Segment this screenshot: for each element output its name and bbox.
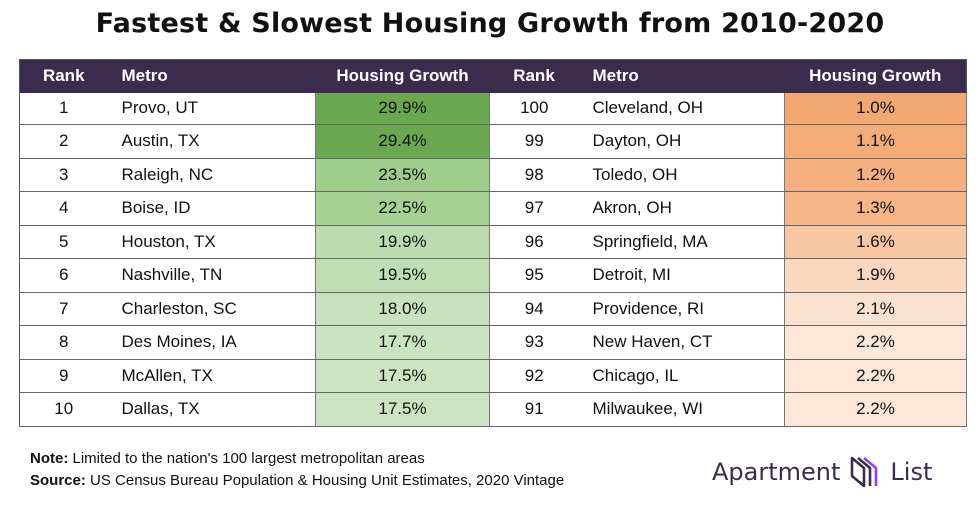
slowest-growth: 1.0%: [784, 92, 967, 125]
slowest-metro: Chicago, IL: [578, 359, 785, 393]
fastest-growth: 18.0%: [315, 292, 490, 326]
fastest-growth: 29.9%: [315, 92, 490, 125]
slowest-metro: Cleveland, OH: [578, 92, 785, 125]
slowest-rank: 95: [489, 258, 579, 293]
header-metro-slowest: Metro: [578, 59, 785, 93]
header-rank-slowest: Rank: [489, 59, 579, 93]
header-growth-fastest: Housing Growth: [315, 59, 490, 93]
slowest-metro: Providence, RI: [578, 292, 785, 326]
slowest-rank: 91: [489, 392, 579, 427]
fastest-growth: 17.5%: [315, 392, 490, 427]
fastest-metro: Dallas, TX: [107, 392, 316, 427]
slowest-rank: 92: [489, 359, 579, 393]
fastest-metro: Nashville, TN: [107, 258, 316, 293]
fastest-rank: 3: [19, 158, 108, 192]
table-header-row: Rank Metro Housing Growth Rank Metro Hou…: [19, 59, 967, 93]
slowest-growth: 1.2%: [784, 158, 967, 192]
slowest-growth: 1.1%: [784, 124, 967, 159]
slowest-metro: Toledo, OH: [578, 158, 785, 192]
fastest-rank: 6: [19, 258, 108, 293]
fastest-rank: 1: [19, 92, 108, 125]
slowest-growth: 1.9%: [784, 258, 967, 293]
table-row: 3 Raleigh, NC 23.5% 98 Toledo, OH 1.2%: [19, 158, 967, 192]
slowest-rank: 99: [489, 124, 579, 159]
slowest-growth: 2.2%: [784, 325, 967, 360]
logo-word-list: List: [890, 458, 933, 486]
fastest-metro: Austin, TX: [107, 124, 316, 159]
slowest-metro: Akron, OH: [578, 191, 785, 226]
fastest-metro: McAllen, TX: [107, 359, 316, 393]
header-growth-slowest: Housing Growth: [784, 59, 967, 93]
slowest-rank: 98: [489, 158, 579, 192]
fastest-growth: 19.5%: [315, 258, 490, 293]
table-row: 6 Nashville, TN 19.5% 95 Detroit, MI 1.9…: [19, 258, 967, 293]
slowest-growth: 1.3%: [784, 191, 967, 226]
fastest-growth: 19.9%: [315, 225, 490, 259]
footnote: Note: Limited to the nation's 100 larges…: [30, 448, 564, 492]
source-text: US Census Bureau Population & Housing Un…: [85, 472, 565, 489]
slowest-growth: 2.2%: [784, 359, 967, 393]
slowest-metro: Dayton, OH: [578, 124, 785, 159]
slowest-rank: 93: [489, 325, 579, 360]
fastest-rank: 9: [19, 359, 108, 393]
source-line: Source: US Census Bureau Population & Ho…: [30, 470, 564, 492]
slowest-rank: 94: [489, 292, 579, 326]
table-row: 1 Provo, UT 29.9% 100 Cleveland, OH 1.0%: [19, 92, 967, 125]
slowest-rank: 100: [489, 92, 579, 125]
note-line: Note: Limited to the nation's 100 larges…: [30, 448, 564, 470]
fastest-rank: 4: [19, 191, 108, 226]
slowest-growth: 2.2%: [784, 392, 967, 427]
fastest-growth: 17.7%: [315, 325, 490, 360]
fastest-growth: 17.5%: [315, 359, 490, 393]
slowest-metro: Milwaukee, WI: [578, 392, 785, 427]
logo-word-apartment: Apartment: [712, 458, 841, 486]
fastest-metro: Houston, TX: [107, 225, 316, 259]
fastest-rank: 8: [19, 325, 108, 360]
fastest-rank: 10: [19, 392, 108, 427]
slowest-metro: New Haven, CT: [578, 325, 785, 360]
header-rank-fastest: Rank: [19, 59, 108, 93]
fastest-growth: 29.4%: [315, 124, 490, 159]
fastest-growth: 22.5%: [315, 191, 490, 226]
apartment-list-logo: Apartment List: [712, 452, 932, 492]
fastest-metro: Raleigh, NC: [107, 158, 316, 192]
housing-growth-table: Rank Metro Housing Growth Rank Metro Hou…: [19, 59, 967, 427]
header-metro-fastest: Metro: [107, 59, 316, 93]
slowest-rank: 97: [489, 191, 579, 226]
apartment-list-logo-icon: [848, 454, 882, 490]
note-label: Note:: [30, 450, 69, 467]
table-row: 2 Austin, TX 29.4% 99 Dayton, OH 1.1%: [19, 124, 967, 159]
slowest-metro: Detroit, MI: [578, 258, 785, 293]
note-text: Limited to the nation's 100 largest metr…: [68, 450, 425, 467]
table-row: 4 Boise, ID 22.5% 97 Akron, OH 1.3%: [19, 191, 967, 226]
slowest-metro: Springfield, MA: [578, 225, 785, 259]
fastest-metro: Des Moines, IA: [107, 325, 316, 360]
fastest-growth: 23.5%: [315, 158, 490, 192]
fastest-rank: 5: [19, 225, 108, 259]
page-title: Fastest & Slowest Housing Growth from 20…: [95, 8, 885, 39]
fastest-metro: Provo, UT: [107, 92, 316, 125]
table-row: 7 Charleston, SC 18.0% 94 Providence, RI…: [19, 292, 967, 326]
table-row: 8 Des Moines, IA 17.7% 93 New Haven, CT …: [19, 325, 967, 360]
fastest-metro: Charleston, SC: [107, 292, 316, 326]
table-row: 5 Houston, TX 19.9% 96 Springfield, MA 1…: [19, 225, 967, 259]
table-row: 10 Dallas, TX 17.5% 91 Milwaukee, WI 2.2…: [19, 392, 967, 427]
source-label: Source:: [30, 472, 86, 489]
slowest-growth: 1.6%: [784, 225, 967, 259]
fastest-metro: Boise, ID: [107, 191, 316, 226]
table-row: 9 McAllen, TX 17.5% 92 Chicago, IL 2.2%: [19, 359, 967, 393]
slowest-rank: 96: [489, 225, 579, 259]
fastest-rank: 7: [19, 292, 108, 326]
fastest-rank: 2: [19, 124, 108, 159]
slowest-growth: 2.1%: [784, 292, 967, 326]
